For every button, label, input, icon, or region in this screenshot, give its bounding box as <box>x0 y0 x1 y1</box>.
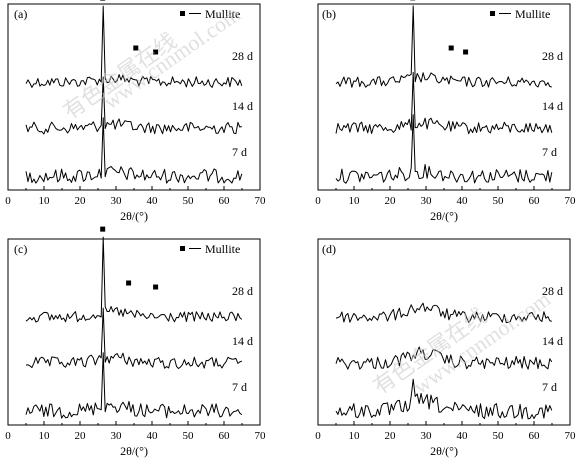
series-label: 28 d <box>232 284 253 298</box>
xrd-trace-28d <box>335 5 552 88</box>
series-label: 7 d <box>542 380 557 394</box>
x-axis-label: 2θ/(°) <box>430 444 458 458</box>
panel-label: (d) <box>322 242 336 256</box>
x-tick-label: 0 <box>5 195 11 207</box>
panel-label: (c) <box>14 242 27 256</box>
panel-b: (b) 0 10 20 30 40 50 60 70 2θ/(°) Mullite 28 d 14 d 7… <box>315 0 576 223</box>
mullite-peak-marker <box>133 45 139 51</box>
x-tick-label: 60 <box>219 195 231 207</box>
svg-text:www.cnnmol.com: www.cnnmol.com <box>99 1 245 114</box>
series-label: 14 d <box>232 334 253 348</box>
x-tick-label: 70 <box>255 195 267 207</box>
series-label: 14 d <box>232 99 253 113</box>
series-label: 7 d <box>232 380 247 394</box>
xrd-trace-14d <box>25 76 242 135</box>
x-tick-label: 60 <box>529 430 541 442</box>
mullite-peak-marker <box>100 0 106 1</box>
x-tick-label: 40 <box>457 430 469 442</box>
legend-text: Mullite <box>515 7 550 21</box>
x-tick-label: 20 <box>75 195 87 207</box>
x-tick-label: 10 <box>349 430 361 442</box>
xrd-trace-7d <box>335 378 553 420</box>
x-axis-label: 2θ/(°) <box>430 209 458 223</box>
panel-c: (c) 0 10 20 30 40 50 60 70 2θ/(°) Mullite 28 d 14 d 7… <box>5 226 267 458</box>
x-axis-label: 2θ/(°) <box>120 444 148 458</box>
x-tick-label: 40 <box>457 195 469 207</box>
x-tick-label: 0 <box>315 430 321 442</box>
plot-frame <box>7 238 261 426</box>
x-tick-label: 50 <box>493 195 505 207</box>
panel-label: (b) <box>322 7 336 21</box>
plot-frame <box>317 3 571 191</box>
x-tick-label: 20 <box>385 430 397 442</box>
series-label: 7 d <box>232 145 247 159</box>
mullite-peak-marker <box>126 280 132 286</box>
series-label: 28 d <box>542 49 563 63</box>
x-tick-label: 0 <box>5 430 11 442</box>
legend-text: Mullite <box>205 7 240 21</box>
legend-marker <box>180 11 185 16</box>
mullite-peak-marker <box>153 49 159 55</box>
panel-label: (a) <box>14 7 27 21</box>
legend-marker <box>490 11 495 16</box>
xrd-trace-14d <box>25 307 242 369</box>
x-tick-label: 0 <box>315 195 321 207</box>
x-tick-label: 30 <box>111 195 123 207</box>
x-tick-label: 60 <box>529 195 541 207</box>
x-axis-label: 2θ/(°) <box>120 209 148 223</box>
x-tick-label: 30 <box>421 195 433 207</box>
xrd-trace-7d <box>25 352 243 419</box>
x-tick-label: 10 <box>39 195 51 207</box>
x-tick-label: 30 <box>421 430 433 442</box>
x-tick-label: 60 <box>219 430 231 442</box>
xrd-trace-14d <box>335 346 553 370</box>
watermark: 有色金属在线 www.cnnmol.com 有色金属在线 www.cnnmol.… <box>59 1 555 399</box>
x-tick-label: 10 <box>39 430 51 442</box>
mullite-peak-marker <box>448 45 454 51</box>
x-tick-label: 70 <box>255 430 267 442</box>
x-tick-label: 50 <box>183 430 195 442</box>
panel-d: (d) 0 10 20 30 40 50 60 70 2θ/(°) 28 d 14 d 7 d <box>315 238 576 458</box>
xrd-trace-14d <box>335 71 553 135</box>
xrd-trace-28d <box>25 5 243 88</box>
x-tick-label: 70 <box>565 430 576 442</box>
x-tick-label: 40 <box>147 195 159 207</box>
legend-marker <box>180 246 185 251</box>
xrd-trace-28d <box>25 236 243 323</box>
xrd-trace-7d <box>335 114 553 184</box>
series-label: 14 d <box>542 334 563 348</box>
x-tick-label: 50 <box>183 195 195 207</box>
series-label: 28 d <box>232 49 253 63</box>
mullite-peak-marker <box>100 226 106 232</box>
x-tick-label: 20 <box>385 195 397 207</box>
series-label: 7 d <box>542 145 557 159</box>
x-tick-label: 50 <box>493 430 505 442</box>
series-label: 28 d <box>542 284 563 298</box>
x-tick-label: 20 <box>75 430 87 442</box>
legend-text: Mullite <box>205 242 240 256</box>
series-label: 14 d <box>542 99 563 113</box>
x-tick-label: 70 <box>565 195 576 207</box>
panel-a: (a) 0 10 20 30 40 50 60 70 2θ/(°) Mullite 28 d 14 d 7… <box>5 0 266 223</box>
mullite-peak-marker <box>463 49 469 55</box>
x-tick-label: 30 <box>111 430 123 442</box>
x-tick-label: 40 <box>147 430 159 442</box>
xrd-trace-28d <box>335 302 552 324</box>
x-tick-label: 10 <box>349 195 361 207</box>
xrd-trace-7d <box>25 117 243 184</box>
mullite-peak-marker <box>153 284 159 290</box>
